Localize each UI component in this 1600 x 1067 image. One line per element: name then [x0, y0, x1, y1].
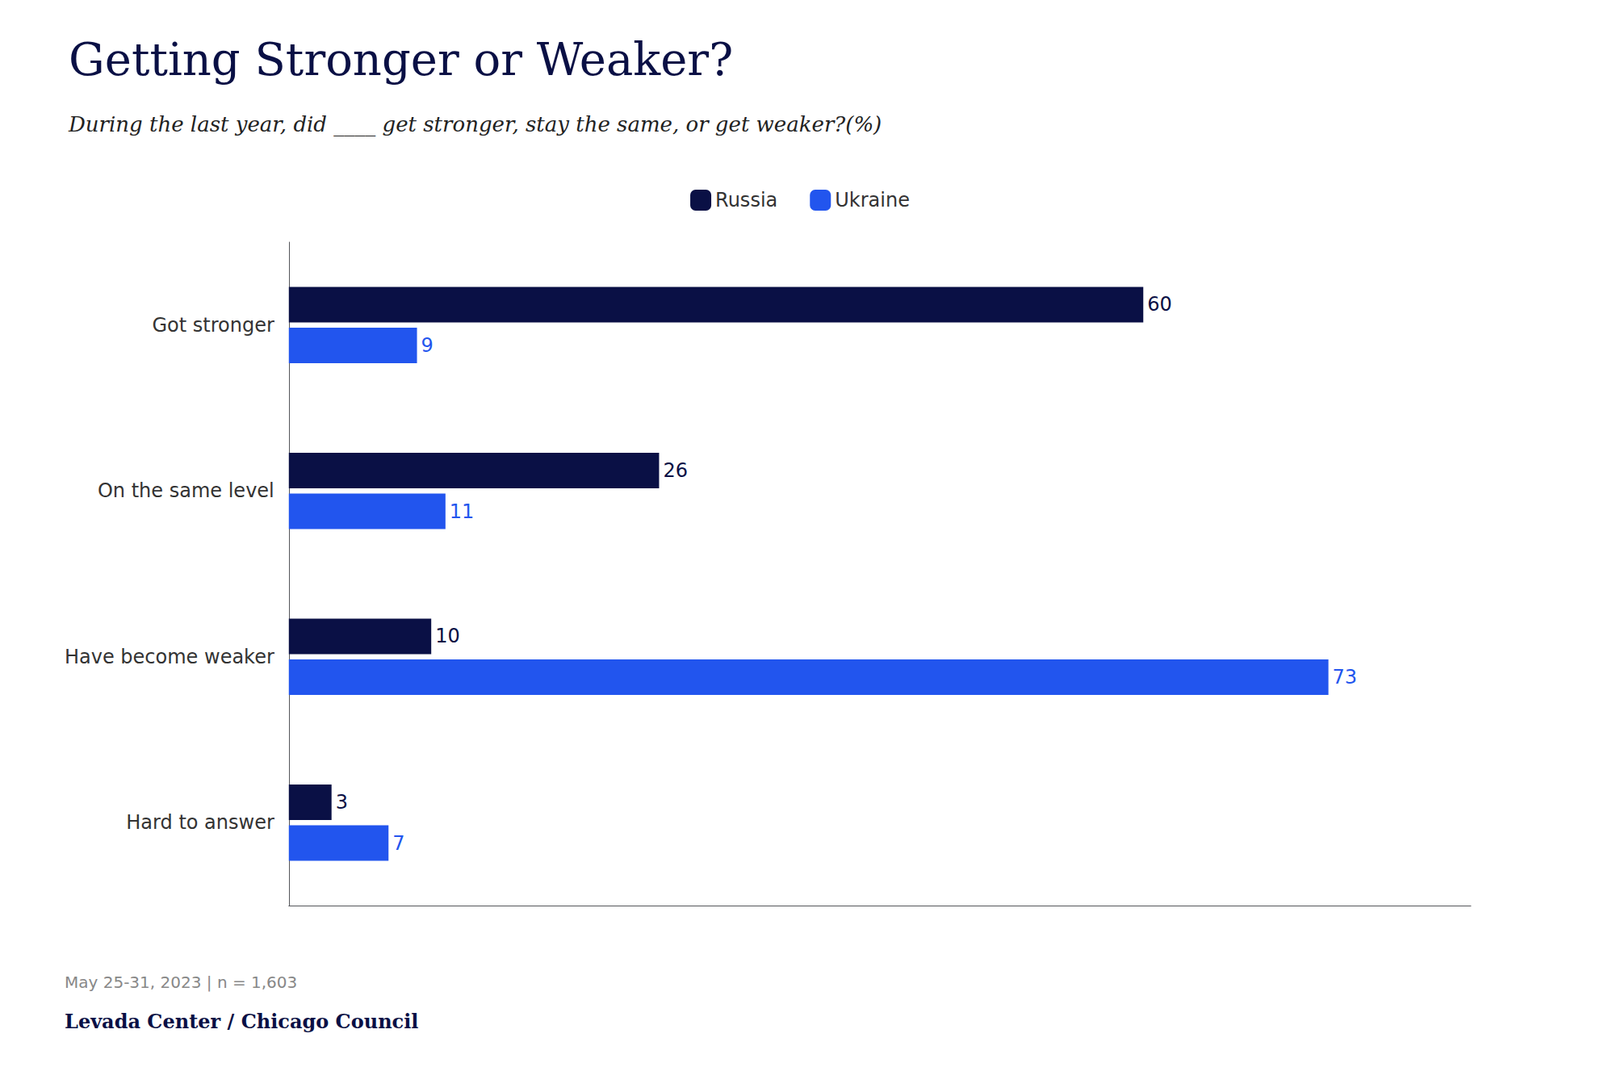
svg-text:9: 9 — [421, 334, 434, 357]
svg-text:Got stronger: Got stronger — [151, 314, 274, 337]
svg-text:Getting Stronger or Weaker?: Getting Stronger or Weaker? — [68, 33, 733, 86]
svg-text:7: 7 — [392, 832, 405, 855]
svg-text:May 25-31, 2023 | n = 1,603: May 25-31, 2023 | n = 1,603 — [64, 972, 298, 993]
svg-text:10: 10 — [435, 624, 461, 648]
svg-text:Ukraine: Ukraine — [834, 188, 910, 212]
svg-text:3: 3 — [335, 791, 348, 814]
svg-text:On the same level: On the same level — [97, 479, 275, 503]
svg-text:73: 73 — [1332, 665, 1358, 689]
svg-text:Have become weaker: Have become weaker — [64, 645, 275, 669]
svg-text:Russia: Russia — [715, 188, 778, 212]
svg-text:11: 11 — [449, 500, 475, 524]
svg-text:60: 60 — [1147, 293, 1173, 316]
svg-text:Levada Center / Chicago Counci: Levada Center / Chicago Council — [64, 1009, 419, 1034]
svg-text:Hard to answer: Hard to answer — [125, 811, 275, 834]
svg-text:During the last year, did ____: During the last year, did ____ get stron… — [67, 112, 882, 138]
svg-text:26: 26 — [662, 459, 688, 482]
